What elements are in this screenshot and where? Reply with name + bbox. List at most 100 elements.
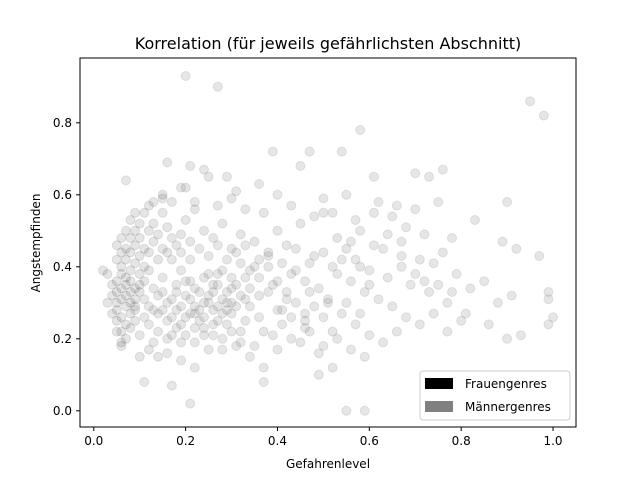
point-maennergenres-85 <box>180 290 191 301</box>
point-maennergenres-180 <box>332 269 343 279</box>
point-maennergenres-209 <box>240 240 251 251</box>
point-maennergenres-104 <box>327 362 338 373</box>
point-maennergenres-105 <box>341 405 352 416</box>
point-frauengenres-95 <box>231 279 242 290</box>
point-frauengenres-76 <box>217 218 228 229</box>
point-maennergenres-81 <box>217 294 228 305</box>
point-maennergenres-220 <box>290 243 301 254</box>
point-frauengenres-15 <box>125 276 136 287</box>
point-frauengenres-91 <box>226 193 237 204</box>
point-maennergenres-55 <box>506 290 517 301</box>
point-maennergenres-175 <box>199 323 209 333</box>
point-frauengenres-64 <box>120 333 131 344</box>
point-maennergenres-130 <box>143 301 154 312</box>
point-maennergenres-66 <box>405 279 416 290</box>
point-maennergenres-152 <box>176 301 187 312</box>
point-maennergenres-41 <box>419 229 430 240</box>
point-maennergenres-115 <box>254 312 265 323</box>
point-frauengenres-46 <box>107 290 118 301</box>
point-maennergenres-11 <box>199 164 209 175</box>
point-maennergenres-101 <box>286 333 297 344</box>
point-maennergenres-173 <box>180 330 191 341</box>
point-maennergenres-210 <box>139 312 150 323</box>
point-frauengenres-114 <box>240 315 251 326</box>
point-maennergenres-48 <box>414 254 425 265</box>
point-frauengenres-20 <box>130 294 141 305</box>
point-maennergenres-15 <box>368 171 379 182</box>
point-maennergenres-40 <box>401 222 412 233</box>
point-frauengenres-63 <box>125 323 136 333</box>
legend-label-frauengenres: Frauengenres <box>465 377 547 391</box>
x-tick-label: 0.6 <box>360 434 379 448</box>
point-frauengenres-75 <box>208 233 219 243</box>
point-maennergenres-95 <box>203 344 214 355</box>
point-maennergenres-73 <box>313 283 324 294</box>
x-tick-label: 0.0 <box>84 434 103 448</box>
point-maennergenres-187 <box>428 308 439 319</box>
point-maennergenres-196 <box>433 279 444 290</box>
point-frauengenres-11 <box>120 301 131 312</box>
point-maennergenres-192 <box>382 272 393 283</box>
point-frauengenres-66 <box>111 254 122 265</box>
point-maennergenres-71 <box>336 308 347 319</box>
point-maennergenres-159 <box>240 294 251 305</box>
y-tick-label: 0.6 <box>53 188 72 202</box>
point-maennergenres-61 <box>502 333 513 344</box>
point-maennergenres-36 <box>327 207 338 218</box>
point-maennergenres-93 <box>176 355 187 366</box>
point-maennergenres-42 <box>447 233 457 243</box>
point-maennergenres-208 <box>231 247 242 258</box>
point-frauengenres-119 <box>323 297 333 308</box>
point-frauengenres-109 <box>176 319 187 330</box>
legend-swatch-maennergenres <box>425 401 453 412</box>
point-maennergenres-80 <box>226 283 237 294</box>
point-maennergenres-122 <box>194 287 205 297</box>
point-maennergenres-161 <box>180 276 191 287</box>
point-frauengenres-71 <box>130 207 141 218</box>
point-frauengenres-62 <box>130 301 141 312</box>
point-maennergenres-90 <box>134 330 145 341</box>
point-frauengenres-72 <box>176 229 187 240</box>
point-maennergenres-88 <box>153 308 164 319</box>
point-maennergenres-144 <box>272 276 283 287</box>
point-maennergenres-147 <box>300 308 311 319</box>
point-frauengenres-113 <box>221 305 232 315</box>
point-maennergenres-76 <box>277 258 288 269</box>
point-maennergenres-165 <box>217 265 228 276</box>
point-maennergenres-59 <box>543 287 554 297</box>
point-frauengenres-22 <box>130 240 141 251</box>
point-maennergenres-103 <box>313 348 324 359</box>
point-maennergenres-110 <box>258 377 269 387</box>
point-maennergenres-211 <box>148 305 159 315</box>
point-frauengenres-104 <box>116 341 127 351</box>
point-frauengenres-85 <box>318 207 329 218</box>
point-maennergenres-24 <box>373 197 384 207</box>
point-frauengenres-69 <box>120 225 131 236</box>
point-frauengenres-70 <box>125 215 136 225</box>
point-maennergenres-199 <box>355 308 366 319</box>
point-maennergenres-151 <box>166 294 177 305</box>
point-maennergenres-198 <box>341 297 352 308</box>
point-maennergenres-100 <box>272 344 283 355</box>
point-frauengenres-108 <box>166 330 177 341</box>
point-frauengenres-14 <box>125 287 136 297</box>
y-axis: 0.0 0.2 0.4 0.6 0.8 <box>53 116 80 418</box>
point-frauengenres-115 <box>258 326 269 337</box>
point-maennergenres-106 <box>359 405 370 416</box>
point-maennergenres-228 <box>382 229 393 240</box>
point-frauengenres-48 <box>102 269 113 279</box>
point-maennergenres-217 <box>203 297 214 308</box>
y-tick-label: 0.2 <box>53 332 72 346</box>
point-maennergenres-197 <box>447 287 457 297</box>
point-frauengenres-25 <box>134 251 145 261</box>
x-axis: 0.0 0.2 0.4 0.6 0.8 1.0 <box>84 427 563 448</box>
point-maennergenres-117 <box>235 290 246 301</box>
point-maennergenres-99 <box>258 362 269 373</box>
point-maennergenres-133 <box>171 305 182 315</box>
point-frauengenres-44 <box>125 308 136 319</box>
point-maennergenres-87 <box>162 297 173 308</box>
point-maennergenres-177 <box>217 344 228 355</box>
point-maennergenres-94 <box>189 362 200 373</box>
x-tick-label: 1.0 <box>543 434 562 448</box>
point-maennergenres-35 <box>309 211 320 222</box>
